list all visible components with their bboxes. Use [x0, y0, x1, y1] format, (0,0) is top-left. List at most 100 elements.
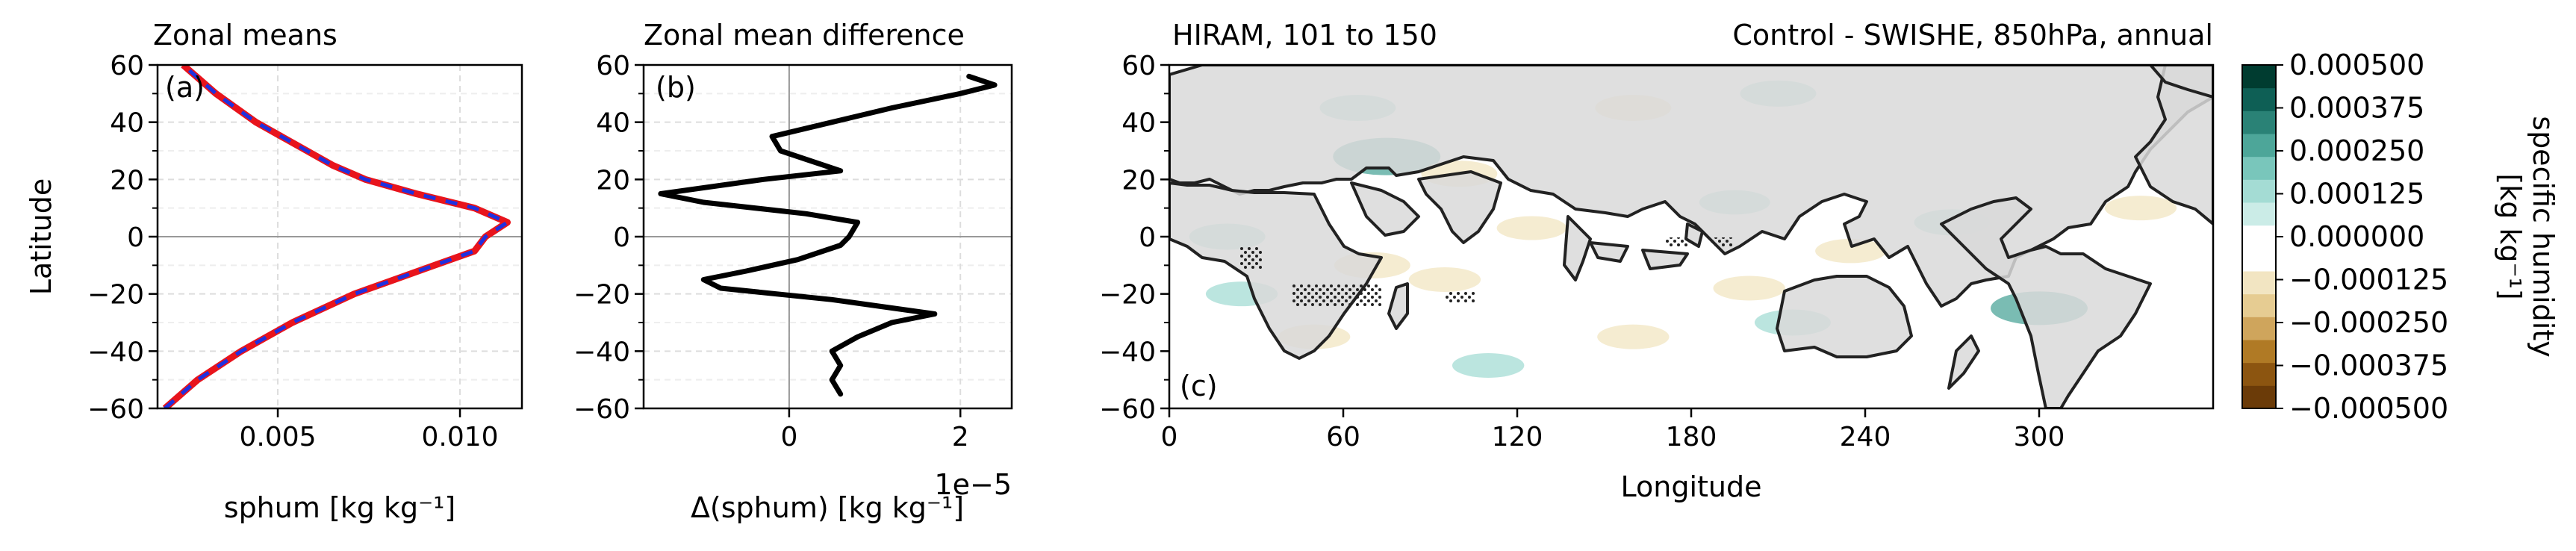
anomaly-patch: [2104, 196, 2177, 221]
colorbar-tick-label: 0.000250: [2289, 134, 2424, 167]
panel-b-ytick-label: 20: [596, 165, 630, 196]
colorbar-tick-label: 0.000125: [2289, 178, 2424, 211]
continent-africa: [1169, 181, 1383, 360]
panel-a-ylabel: Latitude: [25, 178, 57, 295]
panel-a-ytick-label: −40: [87, 337, 144, 367]
panel-b-ytick-label: −60: [573, 394, 630, 425]
panel-b-ytick-label: −20: [573, 280, 630, 311]
panel-c-xtick-label: 300: [2014, 422, 2065, 452]
panel-a: −60 −40 −20 0 20 40 60 0.005 0.010 Zonal means (…: [25, 19, 523, 524]
colorbar-swatches: [2242, 65, 2276, 409]
panel-a-series-dashed-blue: [164, 65, 509, 408]
anomaly-patch: [1452, 353, 1525, 378]
continent-australia: [1776, 275, 1913, 358]
anomaly-patch: [1713, 276, 1785, 301]
colorbar-swatch: [2242, 65, 2276, 89]
panel-c-title-left: HIRAM, 101 to 150: [1172, 19, 1437, 52]
colorbar-swatch: [2242, 87, 2276, 111]
panel-b-ytick-label: 60: [596, 51, 630, 81]
panel-c-ytick-label: 20: [1121, 165, 1156, 196]
colorbar-ticks: 0.000500 0.000375 0.000250 0.000125 0.000000…: [2276, 49, 2448, 425]
colorbar-swatch: [2242, 110, 2276, 134]
panel-b-xlabel: Δ(sphum) [kg kg⁻¹]: [691, 491, 964, 524]
anomaly-patch: [1496, 216, 1567, 240]
panel-a-ytick-label: 60: [110, 51, 144, 81]
colorbar-label: specific humidity[kg kg⁻¹]: [2494, 116, 2560, 357]
colorbar-tick-label: 0.000375: [2289, 92, 2424, 125]
panel-c-xtick-label: 60: [1326, 422, 1360, 452]
panel-b-offset-text: 1e−5: [934, 468, 1012, 501]
panel-b-series-difference: [658, 73, 998, 397]
panel-b-tag: (b): [656, 71, 696, 104]
colorbar-swatch: [2242, 362, 2276, 386]
panel-c-xtick-label: 240: [1840, 422, 1891, 452]
continent-north-america: [2134, 65, 2213, 225]
panel-b: −60 −40 −20 0 20 40 60 0 2 Zonal mean difference…: [573, 19, 1013, 524]
panel-b-xtick-label: 0: [780, 422, 797, 452]
anomaly-patch: [1408, 267, 1481, 292]
panel-b-xtick-label: 2: [952, 422, 969, 452]
panel-c-land: [1169, 65, 2213, 408]
stipple-pacific-a: [1665, 237, 1691, 246]
panel-b-title: Zonal mean difference: [644, 19, 965, 52]
panel-a-xtick-label: 0.005: [240, 422, 317, 452]
panel-a-ytick-label: −20: [87, 280, 144, 311]
panel-b-ytick-label: 0: [613, 222, 630, 253]
colorbar-swatch: [2242, 271, 2276, 295]
continent-greenland-arctic: [2149, 65, 2213, 99]
panel-c-ytick-label: 40: [1121, 108, 1156, 139]
panel-c-xtick-label: 180: [1666, 422, 1717, 452]
panel-a-tag: (a): [165, 71, 205, 104]
colorbar-tick-label: 0.000500: [2289, 49, 2424, 81]
continent-southeast-asia: [1563, 215, 1704, 281]
anomaly-patch: [1597, 324, 1670, 349]
colorbar-swatch: [2242, 248, 2276, 272]
panel-c-ticks: −60 −40 −20 0 20 40 60 0 60 120 180 240 300: [1099, 51, 2065, 452]
colorbar-swatch: [2242, 179, 2276, 203]
colorbar-tick-label: −0.000500: [2289, 392, 2448, 425]
panel-c-xlabel: Longitude: [1621, 470, 1762, 503]
panel-a-title: Zonal means: [153, 19, 337, 52]
continent-europe-asia: [1169, 65, 2213, 308]
panel-c-ytick-label: −60: [1099, 394, 1156, 425]
continent-madagascar: [1387, 282, 1409, 330]
colorbar-tick-label: −0.000125: [2289, 264, 2448, 296]
panel-b-ytick-label: 40: [596, 108, 630, 139]
panel-c-tag: (c): [1180, 370, 1218, 402]
panel-c-xtick-label: 0: [1161, 422, 1178, 452]
panel-a-xlabel: sphum [kg kg⁻¹]: [224, 491, 455, 524]
panel-c-title-right: Control - SWISHE, 850hPa, annual: [1732, 19, 2213, 52]
stipple-africa: [1239, 246, 1262, 269]
colorbar-tick-label: −0.000250: [2289, 306, 2448, 339]
continent-arabia-india: [1350, 170, 1502, 244]
colorbar-swatch: [2242, 385, 2276, 409]
panel-b-ticks: −60 −40 −20 0 20 40 60 0 2: [573, 51, 969, 452]
colorbar-swatch: [2242, 225, 2276, 249]
colorbar-swatch: [2242, 340, 2276, 364]
colorbar-swatch: [2242, 317, 2276, 340]
panel-c-stippling: [1239, 237, 1732, 306]
panel-c-ytick-label: −20: [1099, 280, 1156, 311]
panel-a-xtick-label: 0.010: [422, 422, 499, 452]
continent-new-zealand: [1947, 334, 1980, 390]
stipple-maritime: [1445, 291, 1475, 302]
colorbar-swatch: [2242, 202, 2276, 226]
panel-c-ytick-label: 0: [1139, 222, 1156, 253]
colorbar-swatch: [2242, 134, 2276, 158]
panel-b-ytick-label: −40: [573, 337, 630, 367]
panel-c-xtick-label: 120: [1492, 422, 1543, 452]
colorbar-swatch: [2242, 156, 2276, 180]
panel-c-ytick-label: 60: [1121, 51, 1156, 81]
panel-a-ytick-label: 0: [127, 222, 144, 253]
panel-a-ytick-label: −60: [87, 394, 144, 425]
panel-a-ytick-label: 40: [110, 108, 144, 139]
colorbar-label-line: [kg kg⁻¹]: [2494, 173, 2527, 299]
colorbar-tick-label: −0.000375: [2289, 349, 2448, 382]
anomaly-patch: [1815, 238, 1887, 264]
stipple-indian-ocean: [1292, 284, 1381, 306]
panel-c-ytick-label: −40: [1099, 337, 1156, 367]
panel-a-ytick-label: 20: [110, 165, 144, 196]
panel-c: −60 −40 −20 0 20 40 60 0 60 120 180 240 300 HIRAM, 1…: [1099, 19, 2215, 503]
colorbar-tick-label: 0.000000: [2289, 220, 2424, 253]
panel-a-ticks: −60 −40 −20 0 20 40 60 0.005 0.010: [87, 51, 499, 452]
